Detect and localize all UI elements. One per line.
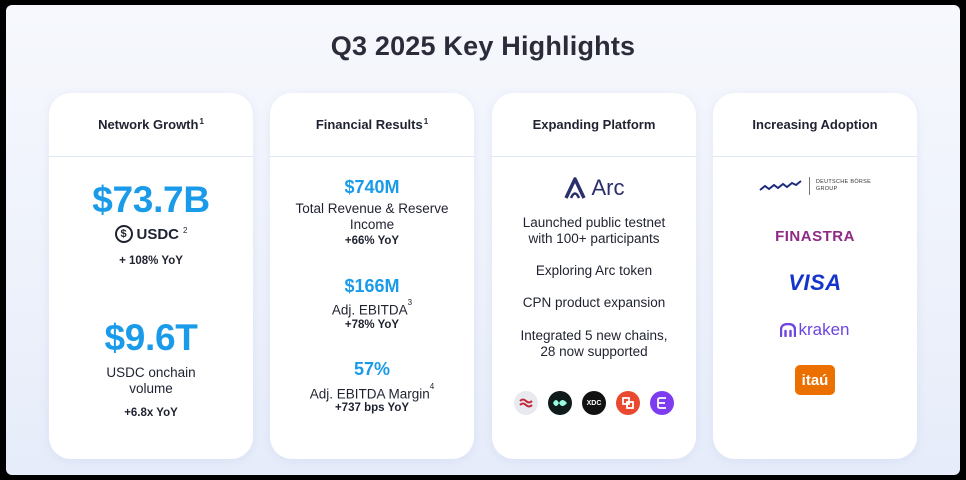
revenue-label-1: Total Revenue & Reserve <box>295 201 449 216</box>
onchain-volume-value: $9.6T <box>104 317 198 358</box>
deutsche-borse-line-1: DEUTSCHE BÖRSE <box>815 179 872 185</box>
hyperliquid-chain-icon <box>548 391 572 415</box>
card-expanding-platform: Expanding Platform Arc Launched public t… <box>492 93 696 459</box>
divider <box>808 177 810 195</box>
usdc-logo: $ USDC 2 <box>49 225 253 243</box>
platform-item-1-line-2: with 100+ participants <box>528 231 660 246</box>
itau-label: itaú <box>795 365 835 395</box>
ebitda-margin-label: Adj. EBITDA Margin4 <box>270 382 474 403</box>
plume-chain-icon <box>616 391 640 415</box>
footnote-marker: 4 <box>429 382 435 391</box>
platform-item-3: CPN product expansion <box>522 295 666 310</box>
platform-item-2: Exploring Arc token <box>535 263 653 278</box>
deutsche-borse-text: DEUTSCHE BÖRSE GROUP <box>816 179 871 193</box>
itau-logo: itaú <box>713 365 917 395</box>
onchain-volume-label-1: USDC onchain <box>106 365 196 380</box>
kraken-logo: kraken <box>713 320 917 340</box>
ebitda-value: $166M <box>344 276 400 296</box>
ebitda-label-text: Adj. EBITDA <box>331 302 408 318</box>
footnote-marker: 2 <box>183 225 188 235</box>
kraken-icon <box>780 323 797 337</box>
ethena-chain-icon <box>650 391 674 415</box>
deutsche-borse-icon <box>759 180 802 191</box>
arc-logo: Arc <box>492 175 696 201</box>
ebitda-margin-yoy: +737 bps YoY <box>334 402 410 414</box>
ebitda-label: Adj. EBITDA3 <box>270 298 474 319</box>
platform-item-4-line-2: 28 now supported <box>540 344 648 359</box>
card-heading: Financial Results 1 <box>270 93 474 157</box>
footnote-marker: 1 <box>423 117 429 126</box>
arc-label: Arc <box>591 175 625 200</box>
kraken-label: kraken <box>798 320 850 339</box>
usdc-circulation-value: $73.7B <box>92 179 210 220</box>
usdc-circulation-yoy: + 108% YoY <box>119 255 183 267</box>
card-network-growth: Network Growth 1 $73.7B $ USDC 2 + 108% Yo… <box>49 93 253 459</box>
finastra-logo: FINASTRA <box>775 228 855 245</box>
ebitda-margin-label-text: Adj. EBITDA Margin <box>309 386 430 402</box>
visa-logo: VISA <box>788 270 842 295</box>
card-heading: Expanding Platform <box>492 93 696 157</box>
xdc-chain-icon: XDC <box>582 391 606 415</box>
ebitda-margin-value: 57% <box>353 359 391 379</box>
ebitda-yoy: +78% YoY <box>344 319 400 331</box>
card-heading: Network Growth 1 <box>49 93 253 157</box>
card-heading-text: Financial Results <box>315 117 423 132</box>
card-heading-text: Network Growth <box>98 117 199 132</box>
page-title: Q3 2025 Key Highlights <box>330 31 636 61</box>
slide: Q3 2025 Key Highlights Network Growth 1 $… <box>6 5 960 475</box>
xdc-label: XDC <box>586 399 602 407</box>
card-financial-results: Financial Results 1 $740M Total Revenue &… <box>270 93 474 459</box>
onchain-volume-yoy: +6.8x YoY <box>124 407 178 419</box>
card-increasing-adoption: Increasing Adoption DEUTSCHE BÖRSE GROUP… <box>713 93 917 459</box>
footnote-marker: 3 <box>407 298 413 307</box>
platform-item-1-line-1: Launched public testnet <box>522 215 666 230</box>
usdc-icon: $ <box>114 225 133 243</box>
footnote-marker: 1 <box>199 117 204 126</box>
card-heading: Increasing Adoption <box>713 93 917 157</box>
sei-chain-icon <box>514 391 538 415</box>
platform-item-4-line-1: Integrated 5 new chains, <box>520 328 668 343</box>
onchain-volume-label-2: volume <box>129 381 173 396</box>
deutsche-borse-line-2: GROUP <box>815 186 838 192</box>
usdc-label: USDC <box>136 225 180 243</box>
chain-logos: XDC <box>492 391 696 415</box>
revenue-yoy: +66% YoY <box>344 235 400 247</box>
revenue-label-2: Income <box>349 217 395 232</box>
arc-icon <box>563 177 586 199</box>
deutsche-borse-logo: DEUTSCHE BÖRSE GROUP <box>713 177 917 195</box>
revenue-value: $740M <box>344 177 400 197</box>
